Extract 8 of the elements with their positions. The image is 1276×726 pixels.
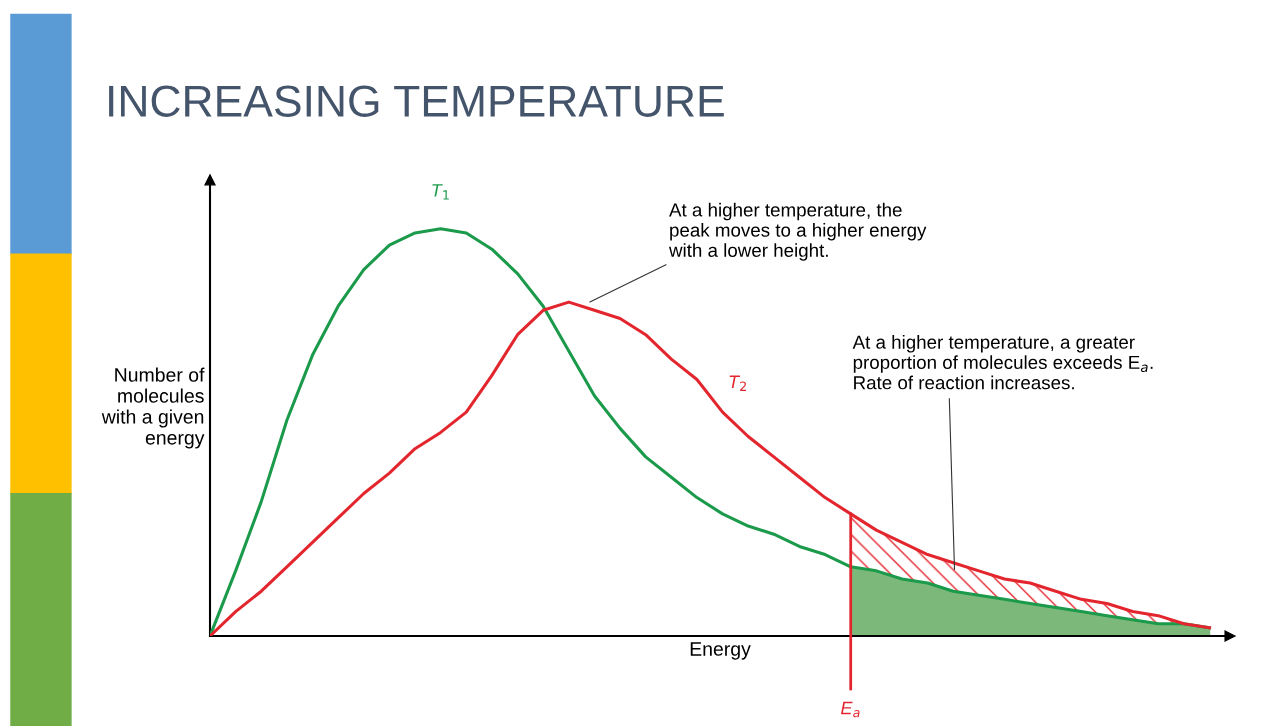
series-label: T$_{1}$ — [432, 184, 449, 200]
y-axis-title: Number of molecules with a given energy — [101, 367, 205, 449]
chart-title: INCREASING TEMPERATURE — [109, 85, 724, 117]
text: E$_{a}$ — [840, 701, 860, 718]
x-axis-title: Energy — [690, 642, 751, 660]
annotation: At a higher temperature, the peak moves to a higher energy with a lower height. — [668, 202, 927, 261]
text: At a higher temperature, a greater proportion of molecules exceeds E$_{a}$. Rate of reaction increases. — [852, 335, 1153, 390]
series-label: T$_{2}$ — [729, 375, 746, 391]
